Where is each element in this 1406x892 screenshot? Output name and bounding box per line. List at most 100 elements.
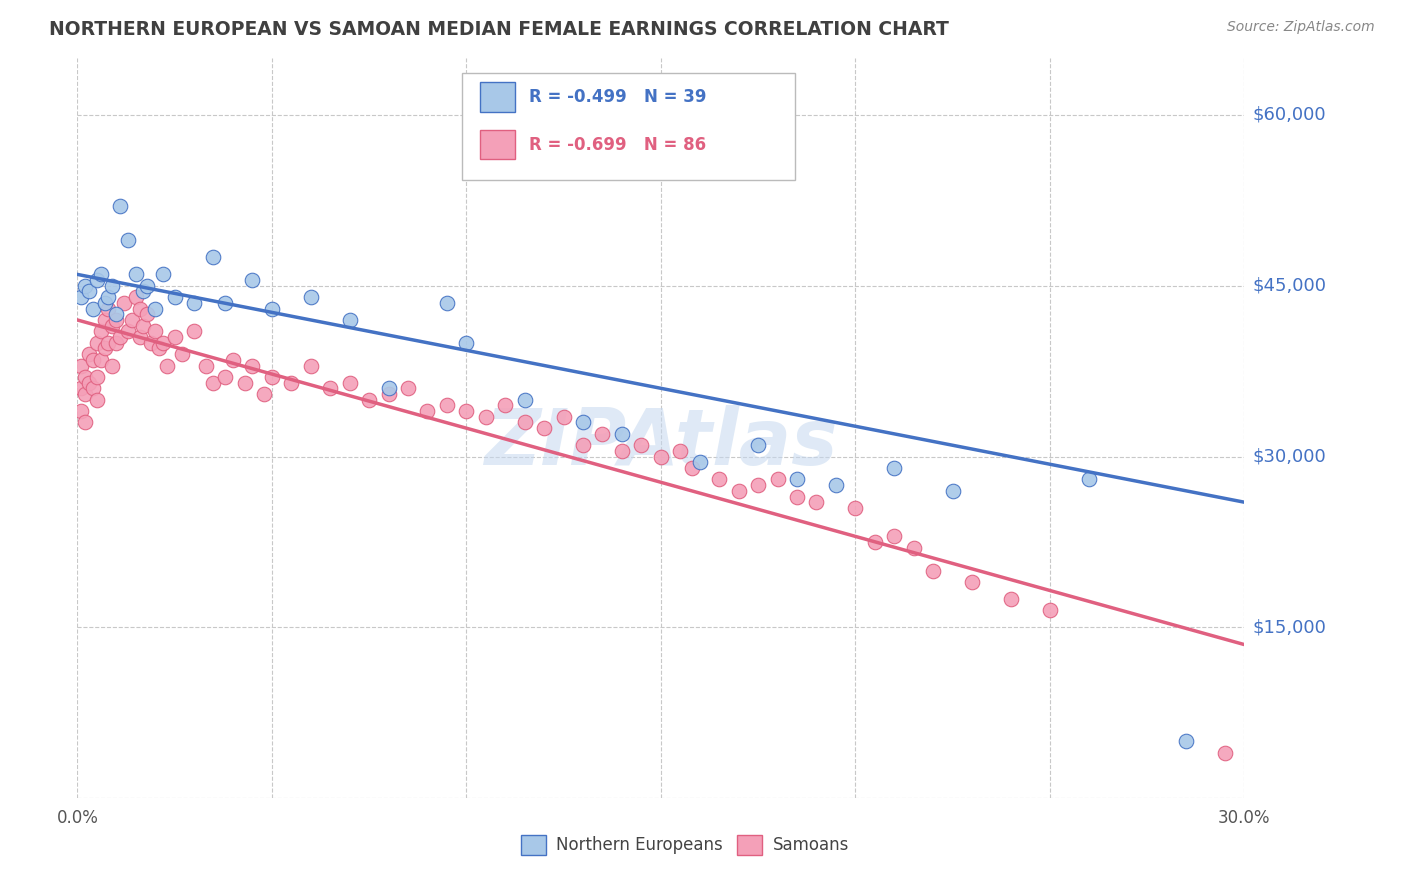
Point — [152, 268, 174, 282]
Point — [903, 541, 925, 555]
Point — [156, 359, 179, 373]
Point — [132, 285, 155, 299]
Point — [152, 335, 174, 350]
Point — [1000, 592, 1022, 607]
Point — [148, 342, 170, 356]
Point — [90, 324, 112, 338]
Point — [101, 318, 124, 333]
Point — [136, 307, 159, 321]
Point — [112, 296, 135, 310]
Point — [1213, 746, 1236, 760]
Bar — [479, 82, 515, 112]
Point — [592, 426, 614, 441]
Point — [396, 381, 419, 395]
Point — [786, 472, 808, 486]
Point — [610, 426, 633, 441]
Point — [709, 472, 731, 486]
Point — [82, 381, 104, 395]
Point — [132, 318, 155, 333]
Point — [339, 376, 361, 390]
Point — [942, 483, 965, 498]
Point — [97, 290, 120, 304]
Point — [93, 296, 115, 310]
Point — [456, 404, 478, 418]
Point — [824, 478, 846, 492]
Point — [727, 483, 749, 498]
Point — [108, 330, 131, 344]
Point — [494, 398, 516, 412]
Point — [681, 461, 703, 475]
Point — [260, 301, 283, 316]
Point — [747, 438, 769, 452]
Point — [513, 392, 536, 407]
Point — [105, 313, 128, 327]
Point — [260, 370, 283, 384]
Point — [90, 268, 112, 282]
Point — [610, 444, 633, 458]
Point — [242, 359, 264, 373]
Text: NORTHERN EUROPEAN VS SAMOAN MEDIAN FEMALE EARNINGS CORRELATION CHART: NORTHERN EUROPEAN VS SAMOAN MEDIAN FEMAL… — [49, 20, 949, 38]
Point — [86, 370, 108, 384]
Point — [339, 313, 361, 327]
Point — [253, 387, 276, 401]
Point — [124, 268, 148, 282]
Text: $60,000: $60,000 — [1253, 106, 1326, 124]
Point — [572, 416, 595, 430]
Point — [101, 359, 124, 373]
Point — [128, 301, 150, 316]
Point — [650, 450, 672, 464]
Point — [1077, 472, 1099, 486]
Point — [242, 273, 264, 287]
Point — [70, 404, 93, 418]
Point — [299, 359, 322, 373]
Point — [533, 421, 555, 435]
Bar — [520, 835, 547, 855]
Point — [474, 409, 498, 424]
Point — [183, 296, 205, 310]
Point — [101, 278, 124, 293]
Text: Samoans: Samoans — [773, 836, 849, 854]
Point — [183, 324, 205, 338]
Point — [86, 273, 108, 287]
Point — [922, 564, 945, 578]
Text: Northern Europeans: Northern Europeans — [555, 836, 723, 854]
Point — [172, 347, 194, 361]
Point — [70, 381, 93, 395]
Text: Source: ZipAtlas.com: Source: ZipAtlas.com — [1227, 20, 1375, 34]
Point — [553, 409, 575, 424]
Point — [202, 250, 225, 264]
Point — [1174, 734, 1197, 748]
Point — [960, 574, 983, 589]
Text: R = -0.699   N = 86: R = -0.699 N = 86 — [529, 136, 706, 153]
Point — [436, 398, 458, 412]
Point — [141, 335, 163, 350]
Point — [128, 330, 150, 344]
Point — [70, 290, 93, 304]
Point — [143, 324, 166, 338]
Point — [82, 352, 104, 367]
Point — [319, 381, 342, 395]
Point — [456, 335, 478, 350]
FancyBboxPatch shape — [463, 73, 794, 180]
Point — [75, 370, 97, 384]
Point — [436, 296, 458, 310]
Point — [357, 392, 380, 407]
Point — [105, 335, 128, 350]
Text: $30,000: $30,000 — [1253, 448, 1326, 466]
Point — [513, 416, 536, 430]
Bar — [737, 835, 762, 855]
Point — [75, 278, 97, 293]
Text: $15,000: $15,000 — [1253, 618, 1326, 637]
Point — [121, 313, 143, 327]
Point — [136, 278, 159, 293]
Point — [86, 335, 108, 350]
Point — [105, 307, 128, 321]
Bar — [479, 130, 515, 160]
Point — [108, 199, 131, 213]
Point — [77, 285, 100, 299]
Point — [90, 352, 112, 367]
Point — [214, 296, 236, 310]
Point — [844, 500, 866, 515]
Point — [75, 387, 97, 401]
Point — [70, 359, 93, 373]
